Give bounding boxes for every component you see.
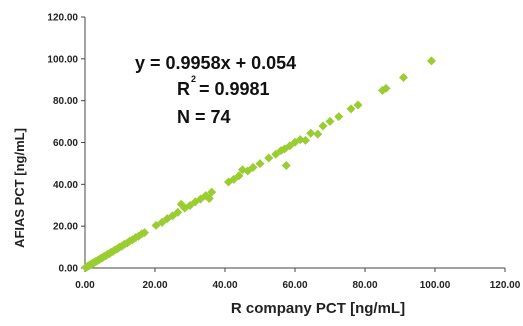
x-tick-label: 20.00 [142, 280, 167, 291]
data-point [306, 128, 316, 138]
data-point [281, 161, 291, 171]
data-point [264, 153, 274, 163]
y-tick-label: 80.00 [53, 96, 78, 107]
y-tick-label: 60.00 [53, 138, 78, 149]
x-tick-label: 40.00 [212, 280, 237, 291]
data-point [207, 187, 217, 197]
x-axis-title: R company PCT [ng/mL] [231, 300, 405, 317]
r-squared-prefix: R [177, 79, 190, 99]
x-tick-label: 80.00 [352, 280, 377, 291]
r-squared-value: = 0.9981 [199, 79, 270, 99]
r-squared-superscript: 2 [191, 74, 196, 84]
data-point [381, 83, 391, 93]
data-point [313, 129, 323, 139]
y-tick-label: 0.00 [59, 264, 79, 275]
y-tick-label: 120.00 [47, 13, 78, 24]
y-axis-title: AFIAS PCT [ng/mL] [12, 128, 27, 248]
x-tick-label: 0.00 [75, 280, 95, 291]
y-tick-label: 100.00 [47, 54, 78, 65]
regression-equation: y = 0.9958x + 0.054 [135, 53, 296, 73]
data-point [399, 72, 408, 82]
data-point [255, 159, 265, 169]
data-point [334, 112, 344, 122]
data-point [248, 162, 258, 172]
data-point [234, 171, 244, 181]
data-points [81, 56, 436, 272]
x-tick-label: 120.00 [490, 280, 521, 291]
data-point [318, 121, 328, 131]
data-point [325, 116, 335, 126]
data-point [301, 135, 310, 145]
data-point [427, 56, 436, 66]
data-point [157, 217, 167, 227]
sample-count: N = 74 [177, 107, 231, 127]
x-tick-label: 100.00 [420, 280, 451, 291]
data-point [346, 104, 356, 114]
data-point [173, 207, 183, 217]
y-tick-label: 40.00 [53, 180, 78, 191]
data-point [353, 100, 363, 110]
data-point [140, 228, 149, 238]
y-tick-label: 20.00 [53, 222, 78, 233]
x-tick-label: 60.00 [282, 280, 307, 291]
ticks: 0.00 20.00 40.00 60.00 80.00 100.00 120.00 0.00… [47, 13, 520, 292]
